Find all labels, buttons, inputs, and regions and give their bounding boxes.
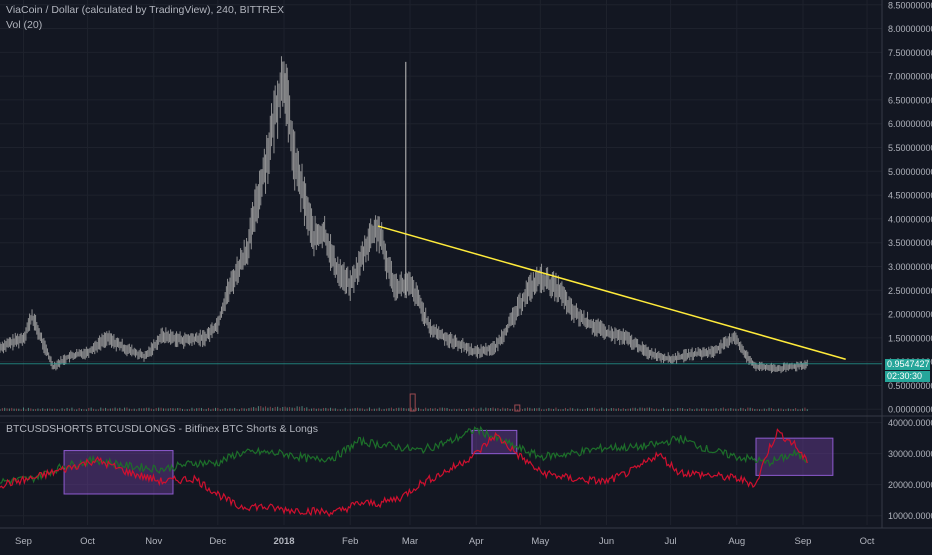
x-axis-label: Oct [80, 536, 95, 547]
x-axis-label: 2018 [273, 536, 294, 547]
indicator-axis-label: 40000.0000 [888, 418, 932, 428]
y-axis-label: 8.00000000 [888, 24, 932, 34]
y-axis-label: 4.00000000 [888, 214, 932, 224]
highlight-box [471, 429, 518, 455]
x-axis-label: Dec [209, 536, 226, 547]
x-axis-label: Jul [664, 536, 676, 547]
indicator-axis-label: 30000.0000 [888, 449, 932, 459]
indicator-axis-label: 10000.0000 [888, 511, 932, 521]
highlight-box [63, 450, 174, 495]
x-axis-label: May [531, 536, 549, 547]
y-axis-label: 3.50000000 [888, 238, 932, 248]
y-axis-label: 2.50000000 [888, 286, 932, 296]
x-axis-label: Feb [342, 536, 358, 547]
y-axis-label: 3.00000000 [888, 262, 932, 272]
x-axis-label: Sep [795, 536, 812, 547]
highlight-box [755, 437, 834, 476]
x-axis-label: Mar [402, 536, 418, 547]
volume-spike [409, 393, 416, 412]
x-axis-label: Sep [15, 536, 32, 547]
y-axis-label: 5.50000000 [888, 143, 932, 153]
y-axis-label: 6.50000000 [888, 95, 932, 105]
x-axis-label: Apr [469, 536, 484, 547]
y-axis-label: 1.50000000 [888, 333, 932, 343]
y-axis-label: 4.50000000 [888, 191, 932, 201]
y-axis-label: 0.00000000 [888, 405, 932, 415]
shorts-series-line [0, 428, 808, 518]
y-axis-label: 2.00000000 [888, 310, 932, 320]
y-axis-label: 7.00000000 [888, 72, 932, 82]
trendline [377, 225, 846, 360]
countdown-tag: 02:30:30 [885, 370, 930, 382]
symbol-title[interactable]: ViaCoin / Dollar (calculated by TradingV… [6, 4, 284, 16]
x-axis-label: Nov [145, 536, 162, 547]
y-axis-label: 6.00000000 [888, 119, 932, 129]
x-axis-label: Aug [728, 536, 745, 547]
y-axis-label: 8.50000000 [888, 0, 932, 10]
x-axis-label: Oct [860, 536, 875, 547]
volume-label[interactable]: Vol (20) [6, 19, 43, 31]
volume-spike [514, 404, 521, 412]
x-axis-label: Jun [599, 536, 614, 547]
y-axis-label: 5.00000000 [888, 167, 932, 177]
y-axis-label: 0.50000000 [888, 381, 932, 391]
longs-series-line [0, 425, 808, 486]
last-price-tag: 0.9547427 [885, 358, 930, 370]
indicator-title[interactable]: BTCUSDSHORTS BTCUSDLONGS - Bitfinex BTC … [6, 423, 318, 435]
indicator-axis-label: 20000.0000 [888, 480, 932, 490]
y-axis-label: 7.50000000 [888, 48, 932, 58]
